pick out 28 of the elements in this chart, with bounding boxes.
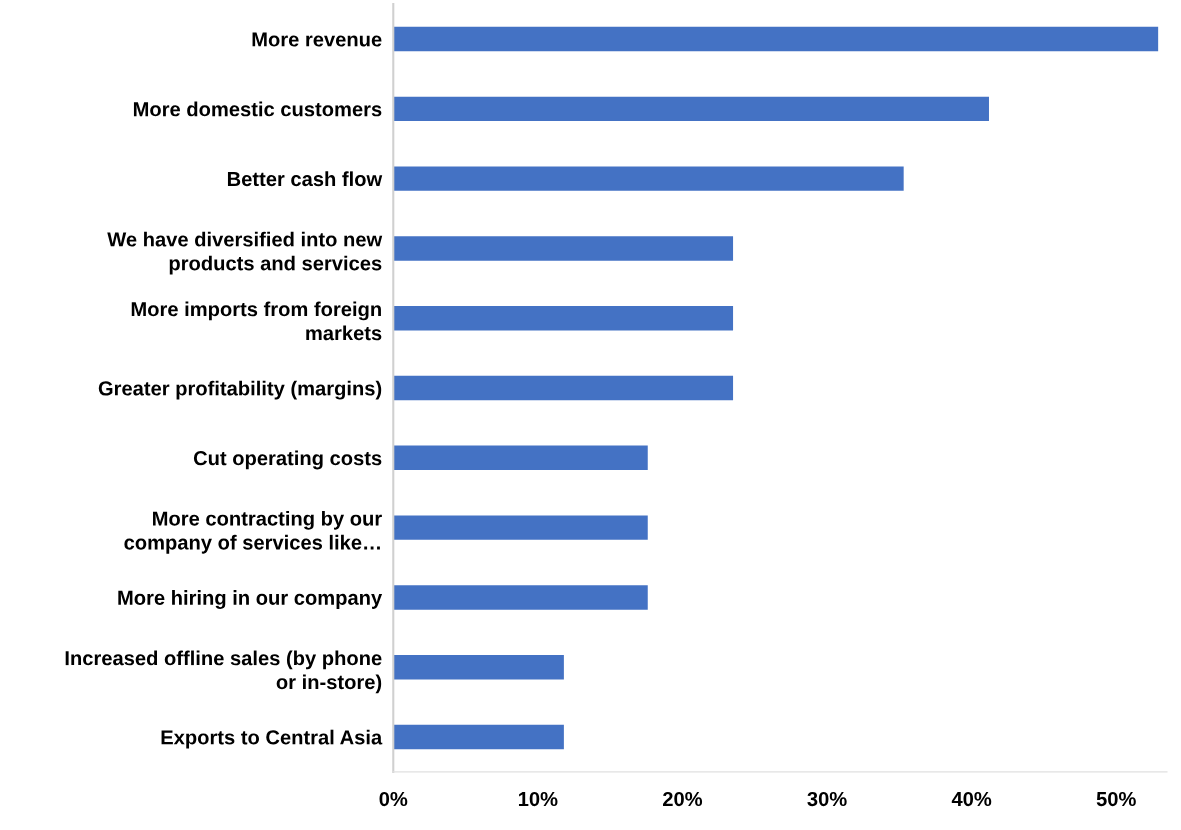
- y-tick-label: More revenue: [252, 32, 382, 47]
- y-tick-label: More hiring in our company: [118, 590, 383, 609]
- y-tick-label: More imports from foreign markets: [131, 301, 382, 341]
- y-tick-label: Increased offline sales (by phone or in-store): [65, 650, 382, 694]
- y-tick-label: More contracting by our company of services like…: [124, 510, 382, 554]
- x-tick-label: 50%: [1096, 791, 1136, 807]
- y-tick-label: We have diversified into new products and services: [107, 231, 383, 275]
- bar: [393, 26, 1159, 52]
- bar: [393, 585, 648, 610]
- y-tick-label: More domestic customers: [133, 101, 382, 117]
- bar: [393, 375, 734, 401]
- bar: [393, 166, 904, 191]
- bar: [393, 724, 564, 750]
- x-tick-label: 40%: [951, 791, 992, 807]
- x-tick-label: 20%: [663, 791, 703, 807]
- bar: [393, 515, 648, 540]
- bar: [393, 96, 989, 122]
- y-tick-label: Greater profitability (margins): [98, 380, 382, 400]
- x-tick-label: 0%: [379, 791, 408, 807]
- bar: [393, 306, 734, 331]
- y-tick-label: Better cash flow: [227, 171, 383, 187]
- bar: [393, 236, 734, 261]
- y-tick-label: Exports to Central Asia: [161, 729, 383, 749]
- bar: [393, 654, 564, 680]
- bar: [393, 445, 648, 471]
- x-tick-label: 30%: [807, 791, 847, 807]
- y-tick-label: Cut operating costs: [193, 450, 382, 470]
- x-tick-label: 10%: [518, 791, 558, 807]
